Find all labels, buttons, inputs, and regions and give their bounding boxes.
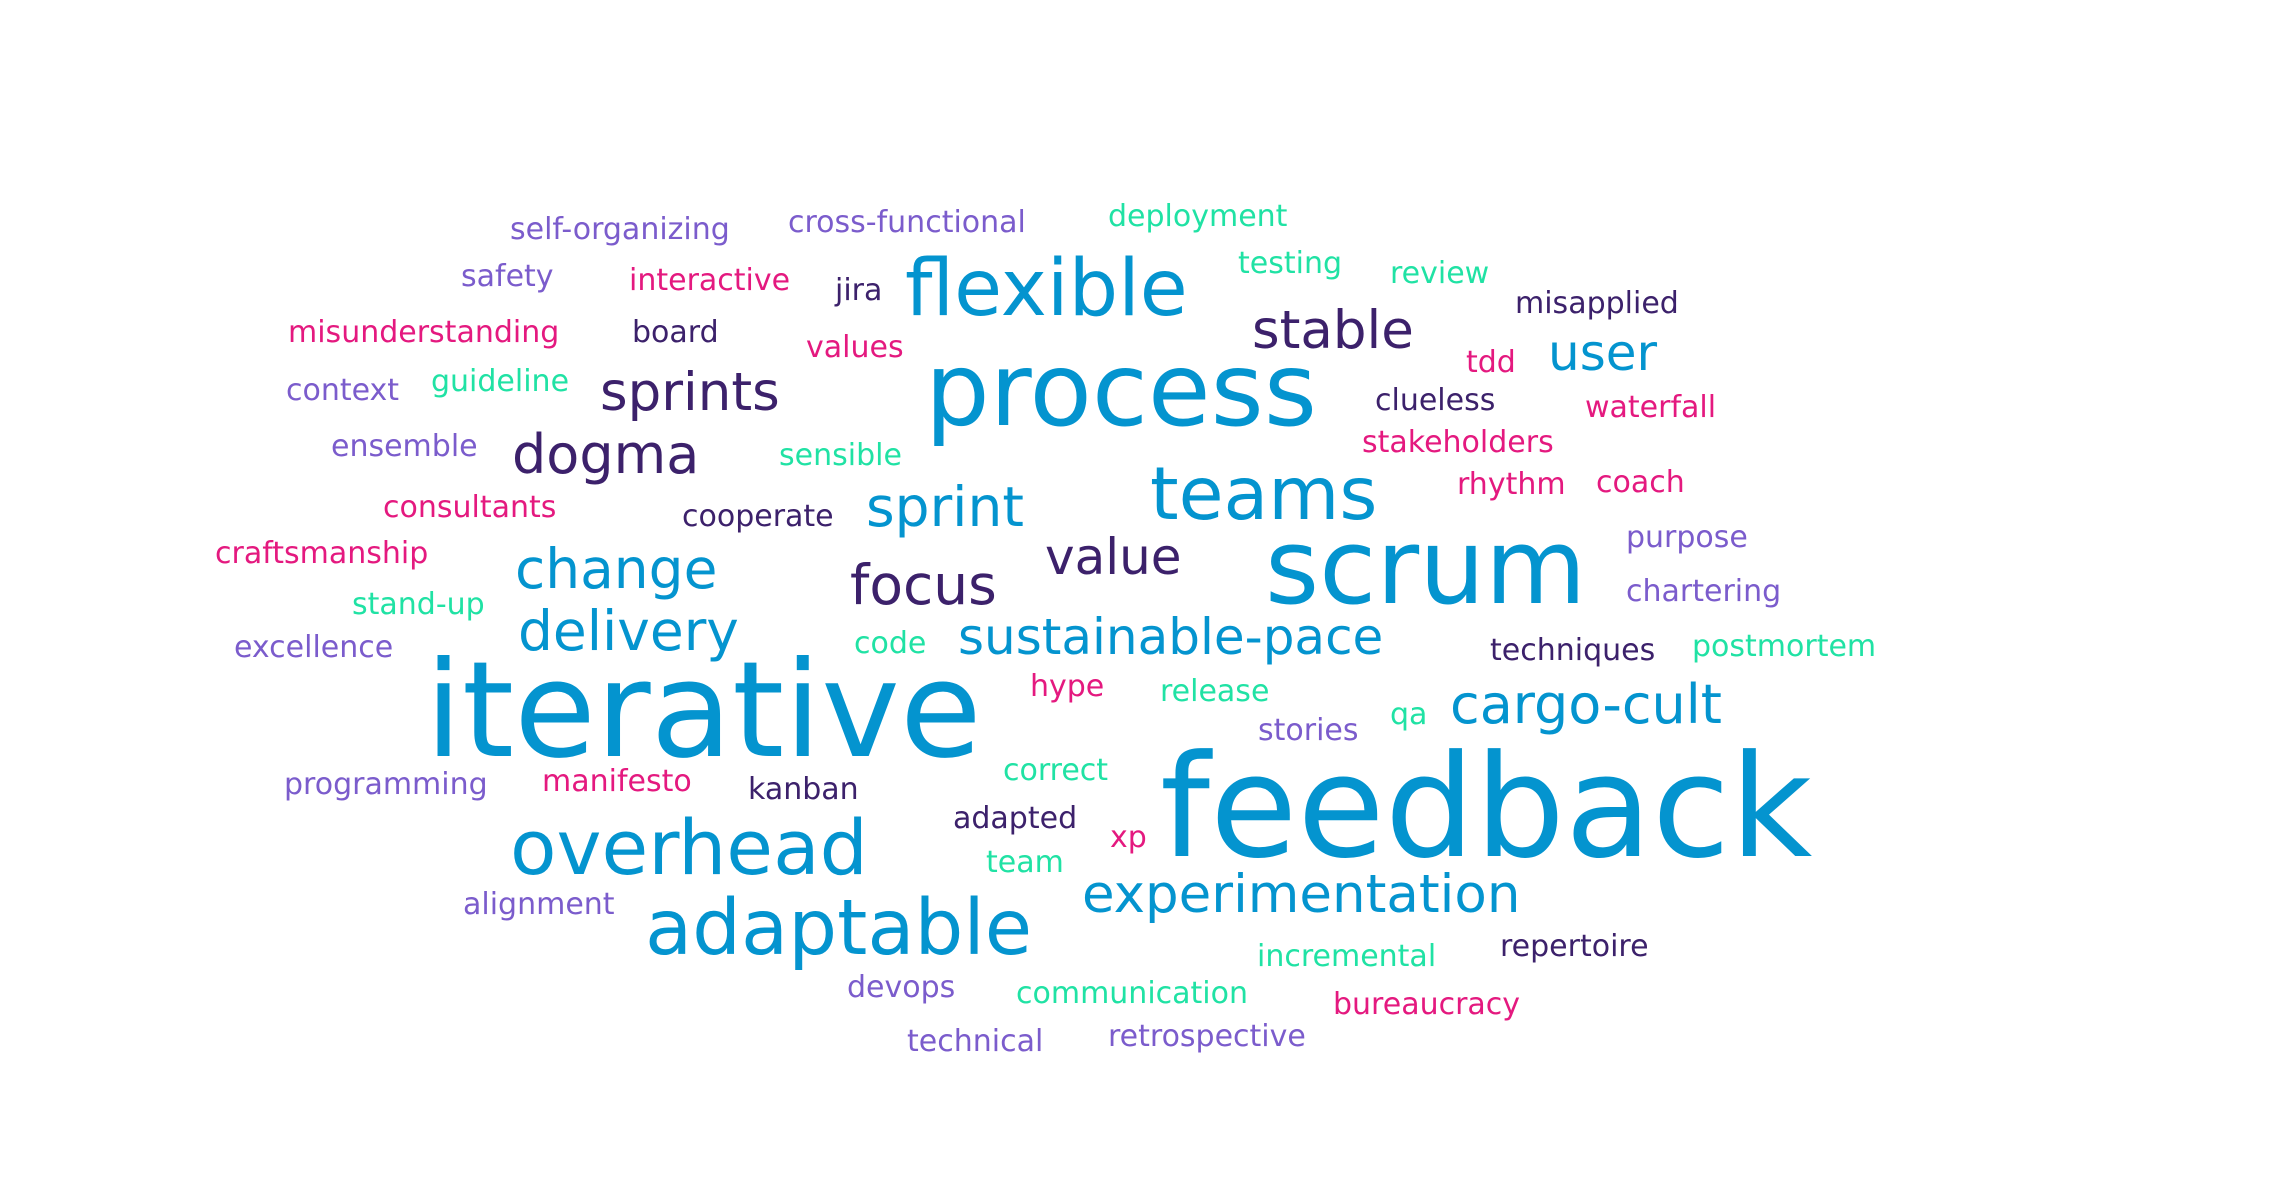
word-review: review [1390, 256, 1490, 291]
word-stable: stable [1252, 300, 1414, 361]
word-adaptable: adaptable [645, 884, 1033, 973]
word-chartering: chartering [1626, 574, 1782, 609]
word-postmortem: postmortem [1692, 629, 1877, 664]
word-craftsmanship: craftsmanship [215, 536, 429, 571]
word-alignment: alignment [463, 887, 615, 922]
word-overhead: overhead [510, 803, 868, 892]
word-sprint: sprint [866, 475, 1024, 539]
word-sustainable-pace: sustainable-pace [958, 608, 1384, 666]
word-technical: technical [907, 1024, 1044, 1059]
word-sensible: sensible [779, 438, 902, 473]
word-misunderstanding: misunderstanding [288, 315, 560, 350]
word-qa: qa [1390, 697, 1428, 732]
word-experimentation: experimentation [1082, 864, 1521, 925]
word-team: team [986, 845, 1064, 880]
word-bureaucracy: bureaucracy [1333, 987, 1521, 1022]
word-testing: testing [1238, 246, 1343, 281]
word-purpose: purpose [1626, 520, 1748, 555]
word-devops: devops [847, 970, 956, 1005]
word-cargo-cult: cargo-cult [1450, 673, 1722, 736]
word-value: value [1045, 528, 1182, 586]
word-code: code [854, 626, 927, 661]
word-adapted: adapted [953, 801, 1078, 836]
word-jira: jira [835, 273, 883, 308]
word-guideline: guideline [431, 364, 570, 399]
word-programming: programming [284, 767, 488, 802]
word-xp: xp [1110, 820, 1147, 855]
word-techniques: techniques [1490, 633, 1656, 668]
word-hype: hype [1030, 669, 1105, 704]
word-stakeholders: stakeholders [1362, 425, 1554, 460]
word-deployment: deployment [1108, 199, 1288, 234]
word-flexible: flexible [905, 244, 1188, 334]
word-retrospective: retrospective [1108, 1019, 1306, 1054]
word-values: values [806, 330, 904, 365]
word-feedback: feedback [1160, 725, 1813, 890]
word-excellence: excellence [234, 630, 394, 665]
word-clueless: clueless [1375, 383, 1496, 418]
word-misapplied: misapplied [1515, 286, 1679, 321]
word-waterfall: waterfall [1585, 390, 1717, 425]
word-self-organizing: self-organizing [510, 212, 730, 247]
word-stand-up: stand-up [352, 587, 485, 622]
word-focus: focus [850, 553, 997, 617]
word-kanban: kanban [748, 772, 859, 807]
word-sprints: sprints [600, 362, 780, 423]
word-safety: safety [461, 259, 554, 294]
word-ensemble: ensemble [331, 429, 478, 464]
word-delivery: delivery [518, 599, 739, 663]
word-scrum: scrum [1265, 506, 1587, 628]
word-iterative: iterative [425, 634, 982, 788]
word-coach: coach [1596, 465, 1685, 500]
word-process: process [925, 331, 1317, 450]
word-manifesto: manifesto [542, 764, 692, 799]
word-repertoire: repertoire [1500, 929, 1649, 964]
word-correct: correct [1003, 753, 1109, 788]
word-change: change [515, 537, 718, 601]
word-context: context [286, 373, 400, 408]
word-rhythm: rhythm [1457, 467, 1566, 502]
word-cross-functional: cross-functional [788, 205, 1026, 240]
word-stories: stories [1258, 713, 1359, 748]
word-communication: communication [1016, 976, 1249, 1011]
word-release: release [1160, 674, 1270, 709]
word-cooperate: cooperate [682, 499, 834, 534]
word-teams: teams [1150, 452, 1378, 537]
word-incremental: incremental [1257, 939, 1437, 974]
word-board: board [632, 315, 719, 350]
word-tdd: tdd [1466, 345, 1516, 380]
word-consultants: consultants [383, 490, 557, 525]
word-user: user [1548, 324, 1658, 382]
word-dogma: dogma [512, 423, 700, 486]
word-interactive: interactive [629, 263, 791, 298]
